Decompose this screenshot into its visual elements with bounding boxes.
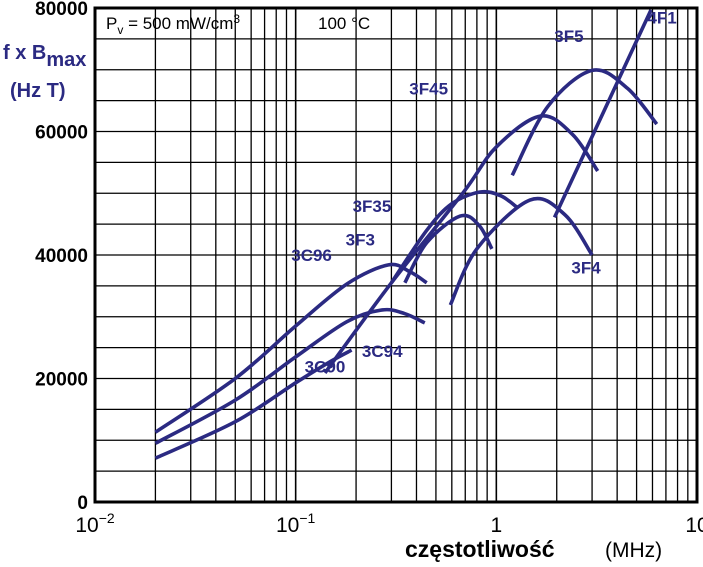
x-tick-label: 10 (685, 514, 703, 537)
label-3f5: 3F5 (554, 27, 583, 46)
curve-3f5 (510, 68, 659, 177)
label-4f1: 4F1 (647, 8, 676, 27)
y-axis-title: f x Bmax (3, 42, 86, 71)
y-tick-label: 20000 (35, 370, 88, 391)
curve-3f3 (403, 213, 494, 284)
curve-3f45 (323, 114, 600, 375)
curve-3f35 (389, 189, 518, 284)
curves (154, 9, 659, 460)
x-tick-label: 10−2 (75, 510, 115, 537)
label-3f3: 3F3 (346, 231, 375, 250)
x-axis-title: częstotliwość (405, 536, 555, 562)
y-tick-labels: 0 20000 40000 60000 80000 (35, 0, 88, 514)
x-axis-unit: (MHz) (605, 539, 662, 562)
y-tick-label: 40000 (35, 246, 88, 267)
x-tick-label: 10−1 (276, 510, 316, 537)
label-3c94: 3C94 (362, 342, 403, 361)
label-3f35: 3F35 (353, 197, 392, 216)
x-tick-label: 1 (490, 514, 502, 537)
y-tick-label: 0 (77, 493, 88, 514)
label-3f45: 3F45 (409, 79, 448, 98)
y-tick-label: 60000 (35, 123, 88, 144)
plot-border (93, 6, 699, 504)
label-3c90: 3C90 (305, 357, 346, 376)
temperature-annotation: 100 °C (318, 14, 370, 33)
label-3c96: 3C96 (291, 246, 332, 265)
curve-3f4 (448, 196, 594, 306)
series-labels: 3C90 3C94 3C96 3F3 3F35 3F45 3F4 3F5 4F1 (291, 8, 677, 376)
grid (95, 8, 697, 502)
y-axis-unit: (Hz T) (10, 80, 66, 102)
label-3f4: 3F4 (571, 259, 601, 278)
x-tick-labels: 10−2 10−1 1 10 (75, 510, 703, 537)
curve-4f1 (552, 9, 653, 219)
power-annotation: Pv = 500 mW/cm3 (106, 12, 240, 37)
y-tick-label: 80000 (35, 0, 88, 20)
curve-3c94 (154, 307, 426, 445)
